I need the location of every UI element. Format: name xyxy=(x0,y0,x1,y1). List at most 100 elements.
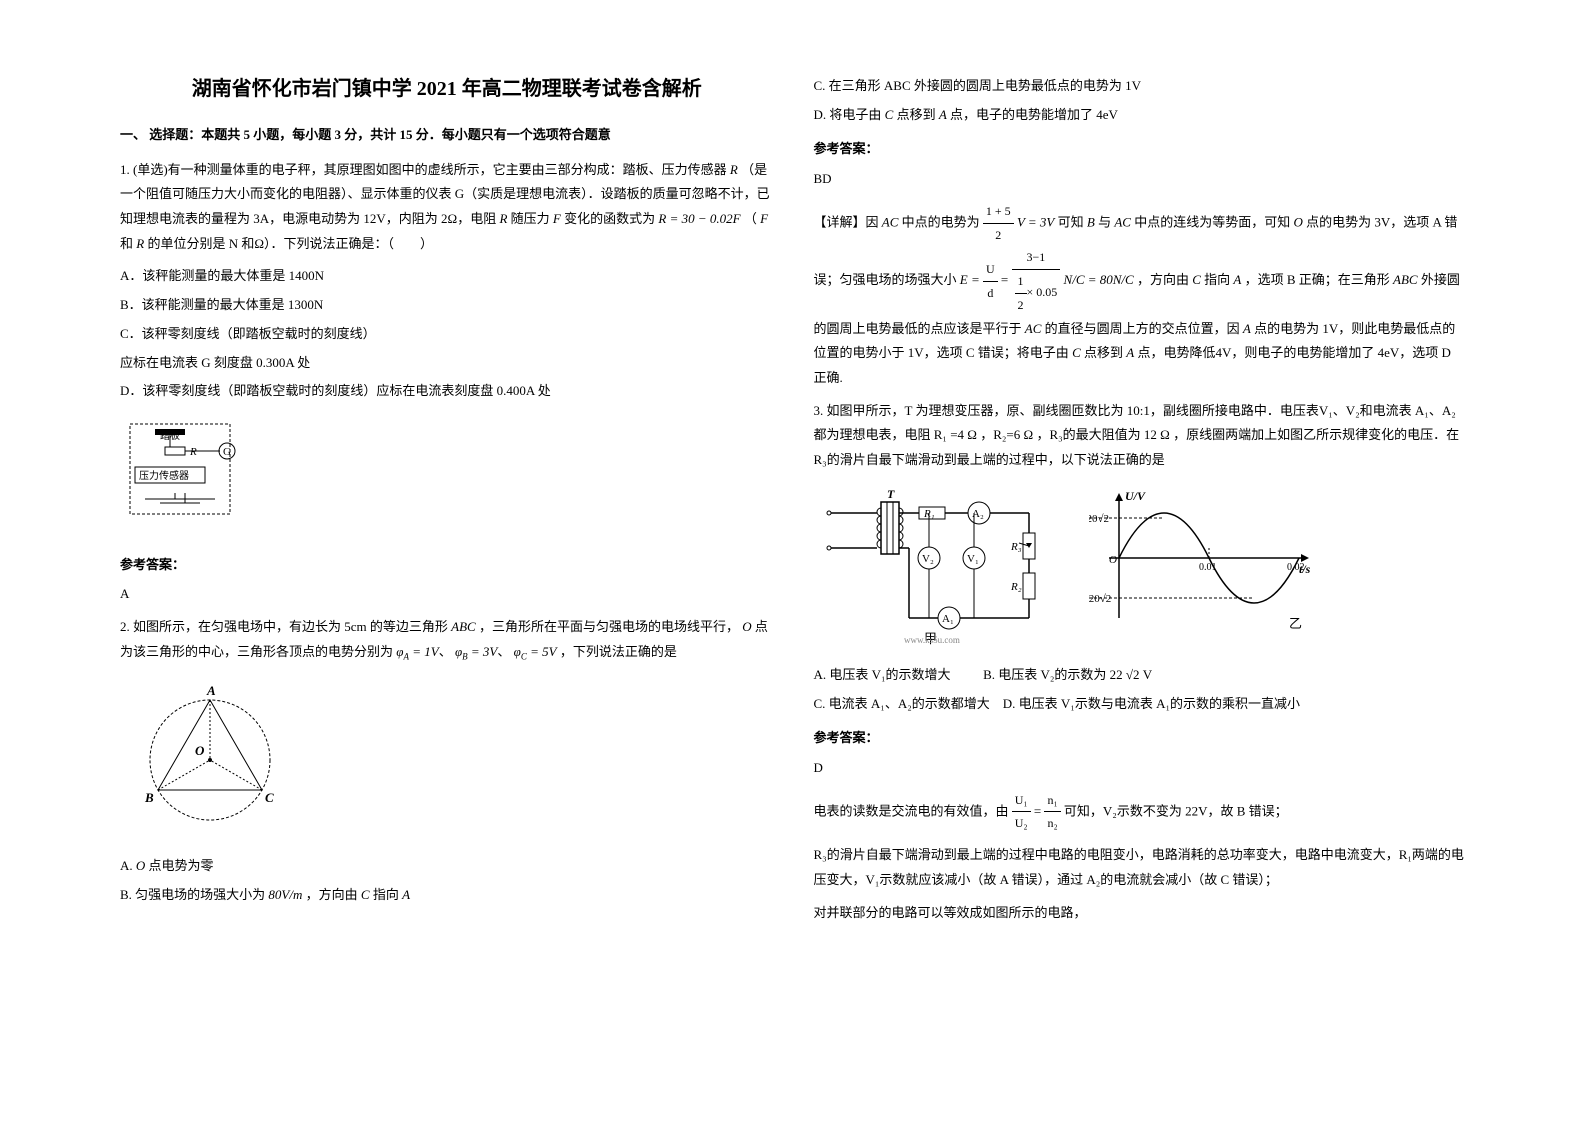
abc: ABC xyxy=(451,619,476,634)
formula-frac: 1 + 52 xyxy=(983,200,1014,247)
field-strength: 80V/m xyxy=(268,887,302,902)
variable-r: R xyxy=(499,211,507,226)
transformer-circuit: T R₁ A₂ R₃ R₂ V₂ xyxy=(819,488,1049,648)
var-ac: AC xyxy=(1025,321,1042,336)
q2-optD: D. 将电子由 C 点移到 A 点，电子的电势能增加了 4eV xyxy=(814,103,1468,128)
svg-text:V₁: V₁ xyxy=(967,553,979,565)
q3-answer: D xyxy=(814,756,1468,781)
sqrt2: √2 xyxy=(1126,667,1140,682)
formula-frac: n₁n₂ xyxy=(1044,789,1060,836)
left-column: 湖南省怀化市岩门镇中学 2021 年高二物理联考试卷含解析 一、 选择题：本题共… xyxy=(100,70,794,1082)
q1-figure: 踏板 R G 压力传感器 xyxy=(120,414,774,543)
var-a: A xyxy=(939,107,947,122)
phi-b: φB = 3V xyxy=(455,644,497,659)
svg-text:A₁: A₁ xyxy=(942,613,954,625)
q1-answer: A xyxy=(120,582,774,607)
q1-fe2: 和 xyxy=(120,236,133,251)
omega: Ω xyxy=(1160,427,1170,442)
formula-e: E = xyxy=(960,273,983,288)
var-o: O xyxy=(136,858,145,873)
q3-figures: T R₁ A₂ R₃ R₂ V₂ xyxy=(814,483,1468,653)
svg-text:O: O xyxy=(195,743,205,758)
q1-ft: 随压力 xyxy=(511,211,550,226)
answer-label: 参考答案： xyxy=(120,553,774,578)
omega: Ω xyxy=(967,427,977,442)
answer-label: 参考答案： xyxy=(814,726,1468,751)
q1-ft2: 变化的函数式为 xyxy=(564,211,655,226)
q1-optB: B．该秤能测量的最大体重是 1300N xyxy=(120,293,774,318)
var-c: C xyxy=(885,107,894,122)
q2-text2: ，三角形所在平面与匀强电场的电场线平行， xyxy=(479,619,739,634)
q1-fe: （ xyxy=(744,211,757,226)
variable-f: F xyxy=(760,211,768,226)
var-a: A xyxy=(1126,345,1134,360)
var-b: B xyxy=(1087,214,1095,229)
eq: = xyxy=(1034,803,1045,818)
svg-text:B: B xyxy=(144,790,154,805)
question-2: 2. 如图所示，在匀强电场中，有边长为 5cm 的等边三角形 ABC ，三角形所… xyxy=(120,615,774,665)
q2-optB: B. 匀强电场的场强大小为 80V/m ，方向由 C 指向 A xyxy=(120,883,774,908)
right-column: C. 在三角形 ABC 外接圆的圆周上电势最低点的电势为 1V D. 将电子由 … xyxy=(794,70,1488,1082)
q3-detail3: R₃的滑片自最下端滑动到最上端的过程中电路的电阻变小，电路消耗的总功率变大，电路… xyxy=(814,843,1468,892)
svg-text:T: T xyxy=(887,488,895,501)
var-o: O xyxy=(742,619,751,634)
section-header: 一、 选择题：本题共 5 小题，每小题 3 分，共计 15 分．每小题只有一个选… xyxy=(120,123,774,148)
formula-frac: U₁U₂ xyxy=(1012,789,1031,836)
question-1: 1. (单选)有一种测量体重的电子秤，其原理图如图中的虚线所示，它主要由三部分构… xyxy=(120,158,774,257)
q2-optC: C. 在三角形 ABC 外接圆的圆周上电势最低点的电势为 1V xyxy=(814,74,1468,99)
variable-r: R xyxy=(730,162,738,177)
variable-f: F xyxy=(553,211,561,226)
svg-text:0.02: 0.02 xyxy=(1287,562,1305,573)
omega: Ω xyxy=(1024,427,1034,442)
var-a: A xyxy=(1243,321,1251,336)
var-abc: ABC xyxy=(1393,273,1418,288)
var-ac: AC xyxy=(1114,214,1131,229)
svg-text:R₂: R₂ xyxy=(1010,581,1022,593)
svg-text:−220√2: −220√2 xyxy=(1089,593,1111,605)
q1-optC2: 应标在电流表 G 刻度盘 0.300A 处 xyxy=(120,351,774,376)
formula-frac: 3−112× 0.05 xyxy=(1012,246,1061,316)
q1-fe3: 的单位分别是 N 和Ω）．下列说法正确是：（ ） xyxy=(147,236,433,251)
svg-text:G: G xyxy=(223,446,231,458)
svg-text:V₂: V₂ xyxy=(922,553,934,565)
fig-label-yi: 乙 xyxy=(1289,616,1302,631)
q2-text3: ，下列说法正确的是 xyxy=(560,644,677,659)
svg-text:C: C xyxy=(265,790,274,805)
circuit-diagram: 踏板 R G 压力传感器 xyxy=(125,419,275,529)
q1-text: 1. (单选)有一种测量体重的电子秤，其原理图如图中的虚线所示，它主要由三部分构… xyxy=(120,162,727,177)
var-c: C xyxy=(1192,273,1201,288)
fig-label-sensor: 压力传感器 xyxy=(139,469,189,482)
svg-text:A: A xyxy=(206,683,216,698)
svg-text:R: R xyxy=(189,446,197,458)
eq: = xyxy=(1001,273,1012,288)
q3-detail: 电表的读数是交流电的有效值，由 U₁U₂ = n₁n₂ 可知，V₂示数不变为 2… xyxy=(814,789,1468,836)
q2-optA: A. O 点电势为零 xyxy=(120,854,774,879)
page-title: 湖南省怀化市岩门镇中学 2021 年高二物理联考试卷含解析 xyxy=(120,70,774,108)
var-v3v: V = 3V xyxy=(1017,214,1054,229)
question-3: 3. 如图甲所示，T 为理想变压器，原、副线圈匝数比为 10:1，副线圈所接电路… xyxy=(814,399,1468,473)
fig-url: www.ks5u.com xyxy=(904,635,960,645)
q1-optA: A．该秤能测量的最大体重是 1400N xyxy=(120,264,774,289)
q2-answer: BD xyxy=(814,167,1468,192)
q3-detail4: 对并联部分的电路可以等效成如图所示的电路， xyxy=(814,901,1468,926)
var-a: A xyxy=(402,887,410,902)
var-ac: AC xyxy=(882,214,899,229)
sine-wave: U/V t/s O 220√2 −220√2 0.01 0.02 乙 xyxy=(1089,488,1319,648)
var-a: A xyxy=(1233,273,1241,288)
q2-detail: 【详解】因 AC 中点的电势为 1 + 52 V = 3V 可知 B 与 AC … xyxy=(814,200,1468,391)
var-o: O xyxy=(1293,214,1302,229)
unit: N/C = 80N/C xyxy=(1064,273,1134,288)
variable-r: R xyxy=(136,236,144,251)
phi-a: φA = 1V xyxy=(396,644,438,659)
svg-text:O: O xyxy=(1109,554,1117,566)
q3-optAB: A. 电压表 V₁的示数增大 B. 电压表 V₂的示数为 22 √2 V xyxy=(814,663,1468,688)
svg-text:0.01: 0.01 xyxy=(1199,562,1217,573)
q3-optCD: C. 电流表 A₁、A₂的示数都增大 D. 电压表 V₁示数与电流表 A₁的示数… xyxy=(814,692,1468,717)
svg-text:220√2: 220√2 xyxy=(1089,513,1109,525)
q1-optC: C．该秤零刻度线（即踏板空载时的刻度线） xyxy=(120,322,774,347)
formula: R = 30 − 0.02F xyxy=(658,211,740,226)
svg-text:U/V: U/V xyxy=(1125,489,1146,503)
var-c: C xyxy=(1072,345,1081,360)
formula-frac: Ud xyxy=(983,258,998,305)
var-c: C xyxy=(361,887,370,902)
